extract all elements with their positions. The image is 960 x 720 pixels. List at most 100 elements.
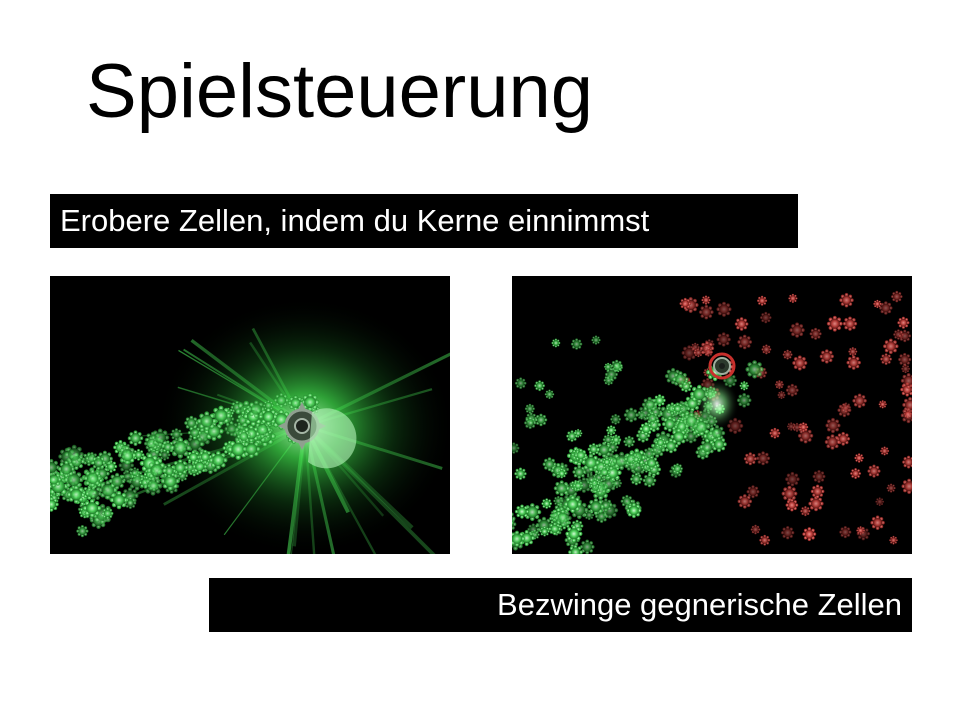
cell — [541, 498, 552, 509]
cell — [620, 494, 634, 508]
cell — [598, 466, 611, 479]
cell — [854, 453, 864, 463]
cell — [825, 417, 841, 434]
cell — [563, 495, 582, 513]
cell — [792, 422, 802, 432]
cell — [556, 468, 567, 479]
cell — [224, 421, 240, 437]
cell — [187, 425, 202, 440]
cell — [623, 407, 639, 423]
cell — [568, 544, 583, 554]
cell — [209, 450, 228, 470]
cell — [584, 510, 595, 520]
cell — [679, 297, 691, 310]
cell — [897, 316, 910, 329]
cell — [117, 445, 137, 465]
caption-capture-cells: Erobere Zellen, indem du Kerne einnimmst — [50, 194, 798, 248]
cell — [826, 315, 843, 332]
cell — [639, 422, 653, 436]
cell — [514, 504, 530, 519]
cell — [880, 446, 890, 456]
cell — [606, 425, 617, 436]
core-target-icon — [708, 352, 736, 380]
enemy-cell-swarm — [677, 290, 912, 546]
cell — [512, 530, 526, 547]
cell — [143, 476, 163, 496]
cell — [534, 413, 548, 427]
cell — [572, 465, 586, 479]
cell — [91, 455, 106, 470]
cell — [646, 411, 659, 425]
cell — [524, 403, 535, 414]
cell — [602, 457, 612, 467]
cell — [808, 495, 824, 512]
cell — [514, 377, 527, 389]
cell — [850, 468, 862, 479]
cell — [591, 335, 601, 345]
cell — [880, 353, 892, 365]
cell — [273, 392, 289, 408]
cell — [566, 430, 578, 442]
cell — [703, 347, 713, 357]
cell — [512, 442, 520, 454]
cell — [670, 428, 688, 446]
cell — [579, 539, 595, 554]
cell — [641, 396, 658, 413]
cell — [626, 502, 642, 519]
cell — [789, 322, 805, 338]
cell — [839, 526, 852, 539]
cell — [127, 430, 144, 446]
cell — [672, 371, 689, 388]
cell — [247, 400, 265, 418]
cell — [785, 471, 800, 487]
cell — [287, 395, 304, 411]
cell — [596, 441, 613, 458]
cell — [644, 455, 659, 470]
cell — [878, 400, 887, 409]
cell — [539, 526, 550, 537]
cell — [553, 480, 570, 497]
cell — [300, 393, 320, 412]
cell — [867, 464, 881, 478]
cell — [883, 338, 899, 355]
cell — [637, 410, 647, 420]
cell — [82, 498, 102, 518]
cell — [746, 485, 760, 499]
cell — [184, 415, 199, 431]
cell — [574, 448, 588, 462]
cell — [802, 527, 817, 542]
cell — [737, 334, 753, 350]
cell — [683, 429, 699, 444]
cell — [197, 411, 217, 431]
cell — [777, 390, 786, 400]
cell — [108, 472, 126, 490]
cell — [242, 439, 261, 459]
cell — [701, 295, 711, 305]
cell — [642, 473, 657, 488]
cell — [879, 301, 893, 315]
cell — [774, 380, 784, 390]
cell — [824, 434, 841, 450]
cell — [873, 299, 882, 309]
player-cell-swarm — [512, 335, 764, 554]
cell — [587, 443, 600, 456]
cell — [848, 347, 858, 357]
cell — [898, 329, 912, 343]
game-scene-attack — [512, 276, 912, 554]
cell — [839, 292, 854, 308]
cell — [734, 317, 749, 331]
cell — [781, 526, 795, 540]
cell — [681, 345, 697, 361]
cell — [604, 362, 613, 371]
cell — [623, 435, 636, 448]
cell — [769, 427, 781, 439]
cell — [699, 341, 715, 356]
cell — [553, 495, 564, 506]
cell — [524, 416, 537, 429]
cell — [672, 463, 683, 474]
cell — [842, 316, 858, 331]
cell — [573, 480, 584, 491]
cell — [901, 478, 912, 494]
caption-defeat-enemies: Bezwinge gegnerische Zellen — [209, 578, 912, 632]
cell — [852, 393, 867, 409]
